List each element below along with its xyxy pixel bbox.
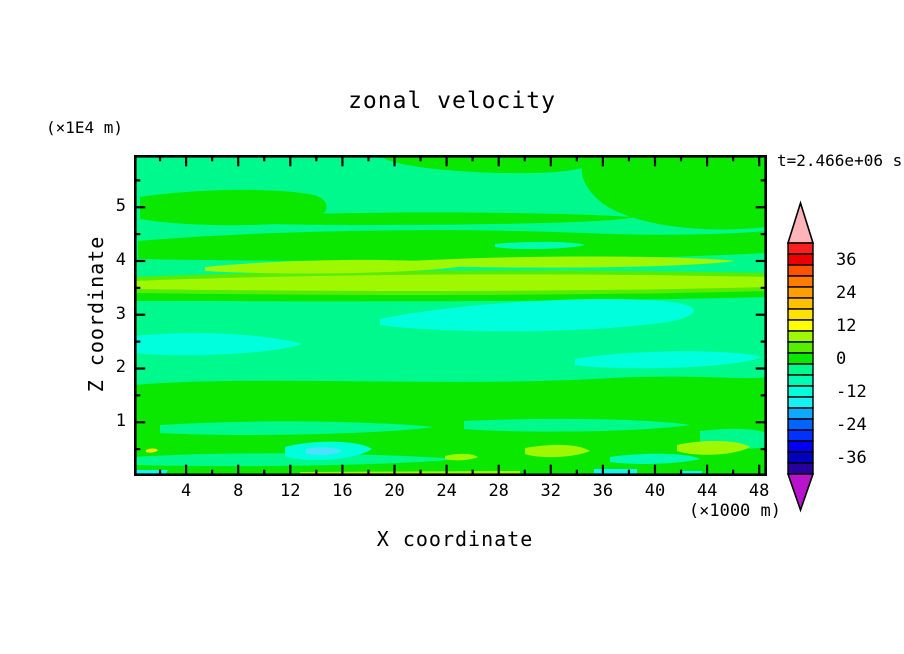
colorbar-band bbox=[787, 253, 814, 266]
colorbar-band bbox=[787, 374, 814, 387]
contour-region bbox=[445, 453, 478, 461]
colorbar-tick-label: -24 bbox=[836, 414, 867, 435]
x-tick-label: 48 bbox=[748, 481, 770, 501]
colorbar-band bbox=[787, 462, 814, 475]
x-axis-unit-label: (×1000 m) bbox=[688, 501, 781, 521]
x-tick-label: 20 bbox=[384, 481, 405, 501]
contour-plot-area bbox=[134, 155, 767, 476]
contour-region bbox=[380, 299, 695, 332]
x-tick-label: 32 bbox=[540, 481, 562, 501]
contour-region bbox=[134, 333, 302, 356]
x-tick-label: 12 bbox=[280, 481, 301, 501]
colorbar-band bbox=[787, 319, 814, 332]
contour-region bbox=[410, 256, 735, 268]
plot-frame bbox=[134, 155, 767, 476]
colorbar-band bbox=[787, 352, 814, 365]
contour-region bbox=[495, 241, 585, 250]
y-tick-label: 1 bbox=[115, 411, 126, 432]
contour-region bbox=[306, 447, 342, 456]
chart-title: zonal velocity bbox=[348, 88, 556, 114]
colorbar-tick-label: -36 bbox=[836, 447, 867, 468]
x-tick-label: 44 bbox=[696, 481, 718, 501]
y-tick-label: 4 bbox=[115, 249, 126, 270]
contour-region bbox=[677, 441, 750, 455]
x-tick-label: 4 bbox=[180, 481, 192, 501]
colorbar-arrow-bottom bbox=[786, 473, 815, 513]
colorbar-tick-label: 24 bbox=[836, 282, 857, 303]
contour-region bbox=[581, 157, 766, 230]
colorbar-band bbox=[787, 308, 814, 321]
colorbar-band bbox=[787, 330, 814, 343]
contour-region bbox=[464, 418, 690, 432]
y-axis-unit-label: (×1E4 m) bbox=[46, 118, 124, 137]
x-tick-label: 8 bbox=[233, 481, 244, 501]
colorbar-band bbox=[787, 418, 814, 431]
contour-region bbox=[575, 351, 762, 369]
contour-region bbox=[160, 421, 434, 435]
colorbar-band bbox=[787, 264, 814, 277]
colorbar-band bbox=[787, 385, 814, 398]
contour-region bbox=[146, 448, 158, 453]
contour-region bbox=[525, 444, 590, 458]
colorbar-band bbox=[787, 407, 814, 420]
colorbar-band bbox=[787, 341, 814, 354]
colorbar-band bbox=[787, 451, 814, 464]
time-label: t=2.466e+06 s bbox=[777, 151, 903, 170]
y-tick-label: 3 bbox=[115, 303, 126, 324]
colorbar-tick-label: 36 bbox=[836, 249, 857, 270]
colorbar-arrow-top bbox=[786, 200, 815, 244]
contour-region bbox=[380, 156, 598, 174]
x-tick-label: 28 bbox=[488, 481, 509, 501]
contour-region bbox=[205, 259, 470, 274]
colorbar-band bbox=[787, 242, 814, 255]
x-tick-label: 40 bbox=[644, 481, 666, 501]
y-tick-label: 5 bbox=[115, 196, 126, 217]
colorbar bbox=[786, 200, 815, 513]
contour-region bbox=[134, 274, 766, 291]
colorbar-tick-label: 12 bbox=[836, 315, 857, 336]
y-tick-label: 2 bbox=[115, 357, 126, 378]
colorbar-band bbox=[787, 440, 814, 453]
colorbar-tick-label: 0 bbox=[836, 348, 847, 369]
contour-region bbox=[230, 212, 634, 225]
x-tick-label: 16 bbox=[332, 481, 353, 501]
x-axis-title: X coordinate bbox=[376, 527, 534, 551]
x-tick-label: 24 bbox=[436, 481, 457, 501]
contour-region bbox=[134, 453, 460, 467]
colorbar-band bbox=[787, 286, 814, 299]
colorbar-band bbox=[787, 396, 814, 409]
contour-region bbox=[138, 230, 766, 261]
contour-region bbox=[610, 453, 700, 464]
colorbar-band bbox=[787, 275, 814, 288]
colorbar-band bbox=[787, 297, 814, 310]
colorbar-band bbox=[787, 429, 814, 442]
colorbar-tick-label: -12 bbox=[836, 381, 867, 402]
x-tick-label: 36 bbox=[592, 481, 614, 501]
colorbar-band bbox=[787, 363, 814, 376]
